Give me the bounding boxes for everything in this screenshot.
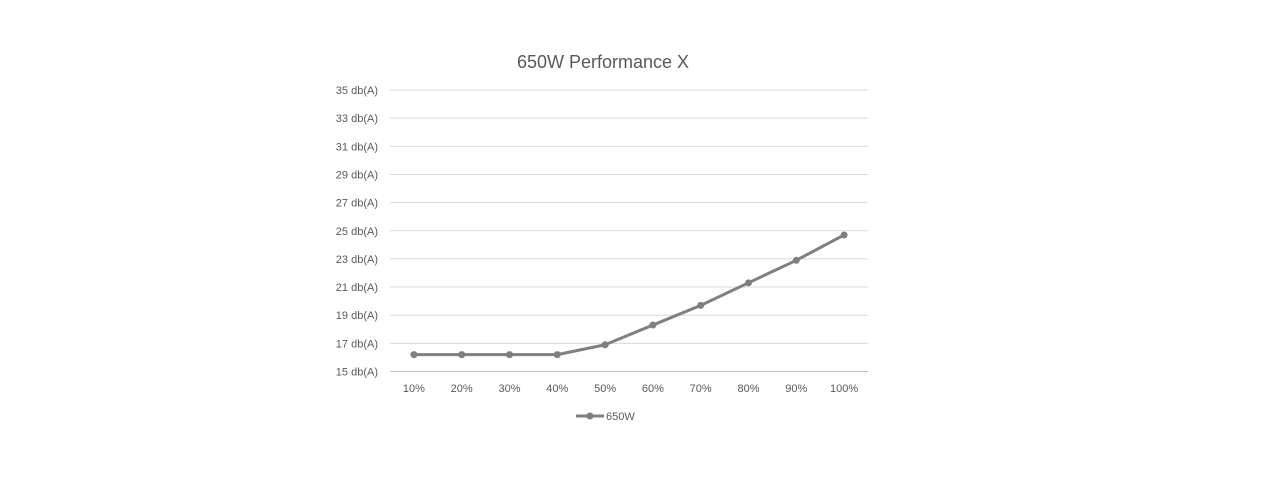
data-point (792, 256, 800, 264)
x-tick-label: 10% (403, 383, 425, 395)
x-tick-label: 20% (451, 383, 473, 395)
legend-label: 650W (606, 411, 635, 423)
x-tick-label: 100% (830, 383, 858, 395)
x-tick-label: 40% (546, 383, 568, 395)
data-point (649, 321, 657, 329)
y-tick-label: 23 db(A) (336, 254, 378, 266)
x-tick-label: 60% (642, 383, 664, 395)
data-point (840, 231, 848, 239)
legend-marker (586, 412, 594, 420)
data-point (697, 301, 705, 309)
data-point (601, 341, 609, 349)
legend: 650W (576, 411, 635, 423)
data-point (506, 351, 513, 359)
x-tick-label: 50% (594, 383, 616, 395)
y-tick-label: 25 db(A) (336, 226, 378, 238)
x-tick-label: 80% (737, 383, 759, 395)
y-tick-label: 35 db(A) (336, 85, 378, 97)
y-tick-label: 19 db(A) (336, 310, 378, 322)
y-tick-label: 31 db(A) (336, 141, 378, 153)
x-tick-label: 30% (498, 383, 520, 395)
x-tick-label: 90% (785, 383, 807, 395)
data-point (410, 351, 418, 359)
y-tick-label: 27 db(A) (336, 198, 378, 210)
y-tick-label: 17 db(A) (336, 338, 378, 350)
series-line (413, 233, 845, 357)
data-point (745, 279, 752, 287)
x-tick-label: 70% (690, 383, 712, 395)
data-point (553, 351, 561, 359)
y-tick-label: 33 db(A) (336, 113, 378, 125)
chart-title: 650W Performance X (517, 52, 689, 72)
y-tick-label: 29 db(A) (336, 169, 378, 181)
data-point (458, 351, 466, 359)
y-tick-label: 21 db(A) (336, 282, 378, 294)
y-tick-label: 15 db(A) (336, 367, 378, 379)
